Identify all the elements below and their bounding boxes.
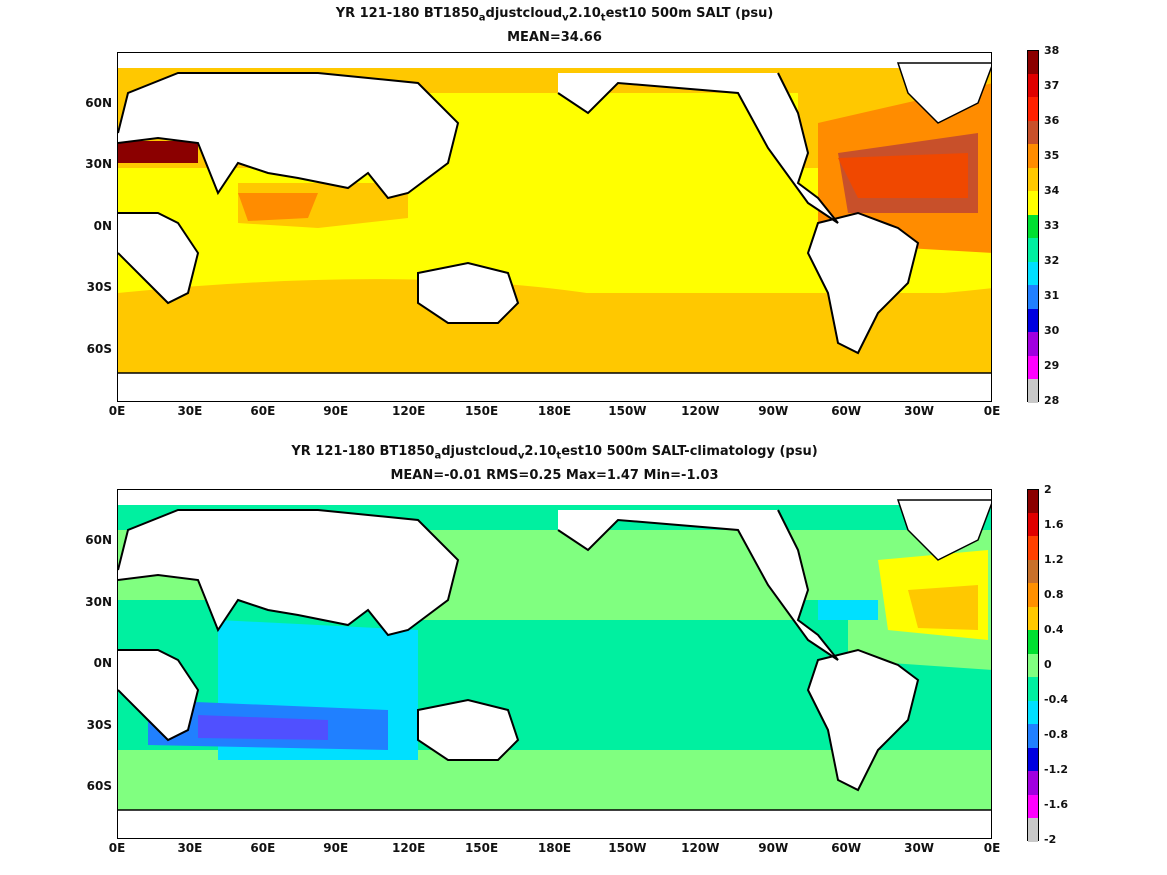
panel2-cb-label-3: 0.8 [1044, 588, 1064, 601]
panel2-xtick-7: 150W [608, 841, 647, 855]
panel2-cb-label-5: 0 [1044, 658, 1052, 671]
panel2-xtick-2: 60E [250, 841, 276, 855]
panel2-cb-label-9: -1.6 [1044, 798, 1069, 811]
panel2-xtick-9: 90W [758, 841, 789, 855]
panel2-xtick-4: 120E [392, 841, 426, 855]
panel1-cb-label-3: 35 [1044, 149, 1060, 162]
panel2-xtick-0: 0E [108, 841, 126, 855]
panel2-xtick-3: 90E [323, 841, 349, 855]
panel2-cb-label-7: -0.8 [1044, 728, 1069, 741]
panel2-xtick-11: 30W [904, 841, 935, 855]
panel2-xtick-6: 180E [537, 841, 572, 855]
panel1-xtick-0: 0E [108, 404, 126, 418]
panel1-cb-label-5: 33 [1044, 219, 1060, 232]
panel1-xtick-12: 0E [983, 404, 1001, 418]
panel2-cb-label-2: 1.2 [1044, 553, 1064, 566]
panel1-title: YR 121-180 BT1850adjustcloudv2.10test10 … [335, 6, 774, 24]
panel1-cb-label-7: 31 [1044, 289, 1060, 302]
salt-anomaly-map-svg [118, 490, 991, 838]
panel2-ytick-60n: 60N [85, 533, 112, 547]
panel1-cb-label-8: 30 [1044, 324, 1060, 337]
panel2-xtick-10: 60W [831, 841, 862, 855]
panel1-cb-label-1: 37 [1044, 79, 1060, 92]
panel1-xtick-4: 120E [392, 404, 426, 418]
panel2-ytick-0n: 0N [93, 656, 112, 670]
panel2-cb-label-0: 2 [1044, 483, 1052, 496]
panel2-subtitle: MEAN=-0.01 RMS=0.25 Max=1.47 Min=-1.03 [390, 468, 719, 483]
panel1-xtick-5: 150E [464, 404, 499, 418]
panel2-xtick-1: 30E [177, 841, 203, 855]
panel1-ytick-0n: 0N [93, 219, 112, 233]
panel1-xtick-3: 90E [323, 404, 349, 418]
panel1-colorbar [1027, 50, 1039, 403]
panel2-cb-label-4: 0.4 [1044, 623, 1064, 636]
panel1-xtick-8: 120W [681, 404, 720, 418]
panel1-cb-label-0: 38 [1044, 44, 1060, 57]
panel1-xtick-11: 30W [904, 404, 935, 418]
panel1-ytick-60n: 60N [85, 96, 112, 110]
panel1-cb-label-9: 29 [1044, 359, 1060, 372]
panel2-cb-label-10: -2 [1044, 833, 1057, 846]
panel2-ytick-30s: 30S [86, 718, 112, 732]
salt-anomaly-map [117, 489, 992, 839]
panel1-xtick-9: 90W [758, 404, 789, 418]
panel1-ytick-60s: 60S [86, 342, 112, 356]
panel1-cb-label-10: 28 [1044, 394, 1060, 407]
panel1-cb-label-2: 36 [1044, 114, 1060, 127]
panel1-xtick-6: 180E [537, 404, 572, 418]
salt-map [117, 52, 992, 402]
panel2-xtick-5: 150E [464, 841, 499, 855]
panel1-subtitle: MEAN=34.66 [507, 30, 602, 45]
panel1-xtick-2: 60E [250, 404, 276, 418]
panel2-ytick-30n: 30N [85, 595, 112, 609]
panel1-ytick-30s: 30S [86, 280, 112, 294]
panel2-ytick-60s: 60S [86, 779, 112, 793]
panel2-cb-label-8: -1.2 [1044, 763, 1069, 776]
panel1-xtick-10: 60W [831, 404, 862, 418]
panel1-cb-label-6: 32 [1044, 254, 1060, 267]
salt-map-svg [118, 53, 991, 401]
panel2-title: YR 121-180 BT1850adjustcloudv2.10test10 … [291, 444, 818, 462]
panel2-xtick-8: 120W [681, 841, 720, 855]
panel1-ytick-30n: 30N [85, 157, 112, 171]
panel2-colorbar [1027, 489, 1039, 842]
panel1-cb-label-4: 34 [1044, 184, 1060, 197]
panel2-cb-label-6: -0.4 [1044, 693, 1069, 706]
panel1-xtick-1: 30E [177, 404, 203, 418]
panel1-xtick-7: 150W [608, 404, 647, 418]
panel2-cb-label-1: 1.6 [1044, 518, 1064, 531]
panel2-xtick-12: 0E [983, 841, 1001, 855]
